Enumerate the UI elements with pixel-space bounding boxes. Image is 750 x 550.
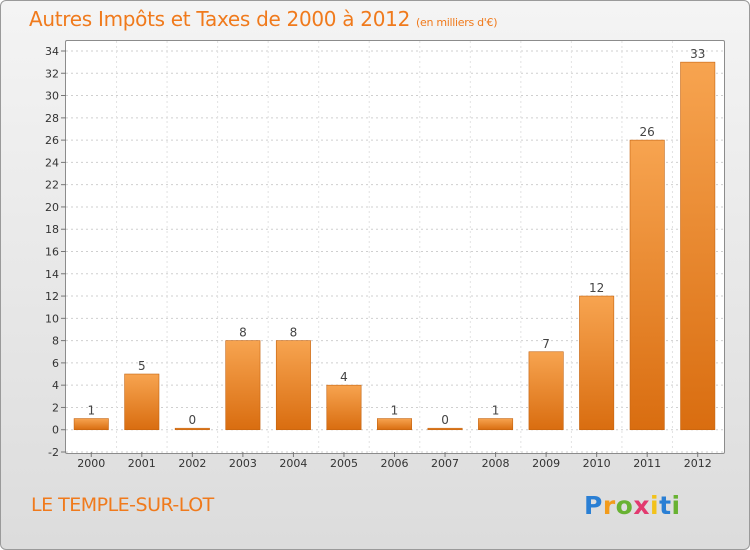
bar [326,384,362,431]
chart-title-text: Autres Impôts et Taxes de 2000 à 2012 [29,7,410,31]
y-tick-label: 10 [45,312,59,325]
x-tick-label: 2001 [128,457,156,470]
bar [478,418,514,431]
x-tick-label: 2006 [381,457,409,470]
y-tick-label: 4 [52,379,59,392]
data-label: 1 [492,404,500,418]
y-tick-label: 14 [45,268,59,281]
bar [579,295,615,431]
proxiti-logo: Proxiti [584,491,681,520]
x-tick-label: 2005 [330,457,358,470]
bar [377,418,412,431]
x-tick-label: 2011 [633,457,661,470]
x-tick-label: 2004 [279,457,307,470]
data-label: 1 [391,404,399,418]
x-tick-label: 2007 [431,457,459,470]
y-tick-label: 6 [52,357,59,370]
y-tick-label: 16 [45,246,59,259]
data-label: 0 [189,413,197,427]
data-label: 12 [589,281,604,295]
x-tick-label: 2010 [583,457,611,470]
x-tick-label: 2000 [77,457,105,470]
data-label: 26 [640,125,655,139]
bar [528,351,564,431]
y-tick-label: 22 [45,179,59,192]
x-tick-label: 2002 [178,457,206,470]
logo-letter: i [671,491,681,520]
x-tick-label: 2012 [684,457,712,470]
bar [174,427,210,431]
y-tick-label: 26 [45,134,59,147]
commune-name: LE TEMPLE-SUR-LOT [31,494,214,516]
data-label: 8 [290,326,298,340]
plot-area [65,40,725,454]
logo-letter: o [615,491,634,520]
data-label: 7 [542,337,550,351]
y-tick-label: 28 [45,112,59,125]
y-tick-label: 0 [52,424,59,437]
chart-subtitle: (en milliers d'€) [416,16,498,29]
bar [73,418,109,431]
y-tick-label: 24 [45,156,59,169]
data-label: 5 [138,359,146,373]
data-label: 4 [340,370,348,384]
bar [225,340,261,431]
x-tick-label: 2008 [482,457,510,470]
y-tick-label: 8 [52,335,59,348]
bar [427,427,463,431]
logo-letter: i [650,491,660,520]
chart-title: Autres Impôts et Taxes de 2000 à 2012 (en… [29,7,497,31]
bar [124,373,160,431]
y-tick-label: 30 [45,90,59,103]
y-tick-label: 2 [52,401,59,414]
y-tick-label: 32 [45,67,59,80]
bar [629,139,665,431]
data-label: 8 [239,326,247,340]
y-tick-label: 34 [45,45,59,58]
bar [275,340,311,431]
bar [680,61,716,431]
data-label: 0 [441,413,449,427]
logo-letter: r [602,491,616,520]
logo-letter: P [584,491,603,520]
x-tick-label: 2009 [532,457,560,470]
x-tick-label: 2003 [229,457,257,470]
y-tick-label: 18 [45,223,59,236]
y-tick-label: 12 [45,290,59,303]
data-label: 33 [690,47,705,61]
logo-letter: x [633,491,650,520]
logo-letter: t [659,491,672,520]
data-label: 1 [87,404,95,418]
y-tick-label: 20 [45,201,59,214]
y-tick-label: -2 [48,446,59,459]
